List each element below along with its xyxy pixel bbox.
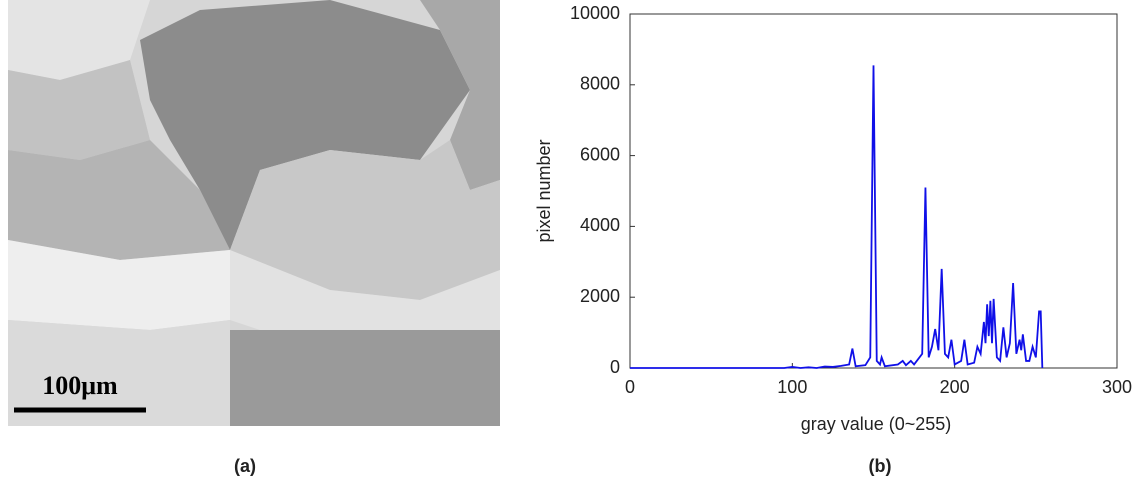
x-axis-label: gray value (0~255) (801, 414, 952, 434)
scale-bar-label: 100μm (42, 371, 118, 400)
caption: (b) (869, 456, 892, 476)
data-line (630, 65, 1044, 369)
x-tick-label: 100 (777, 377, 807, 397)
y-tick-label: 4000 (580, 215, 620, 235)
micrograph: 100μm (a) (8, 0, 500, 476)
x-tick-label: 300 (1102, 377, 1132, 397)
caption: (a) (234, 456, 256, 476)
x-tick-label: 200 (940, 377, 970, 397)
y-tick-label: 6000 (580, 144, 620, 164)
y-tick-label: 10000 (570, 3, 620, 23)
plot-frame (629, 13, 1118, 369)
y-tick-label: 2000 (580, 286, 620, 306)
y-tick-label: 0 (610, 357, 620, 377)
y-tick-label: 8000 (580, 74, 620, 94)
x-tick-label: 0 (625, 377, 635, 397)
y-axis-label: pixel number (534, 139, 554, 242)
